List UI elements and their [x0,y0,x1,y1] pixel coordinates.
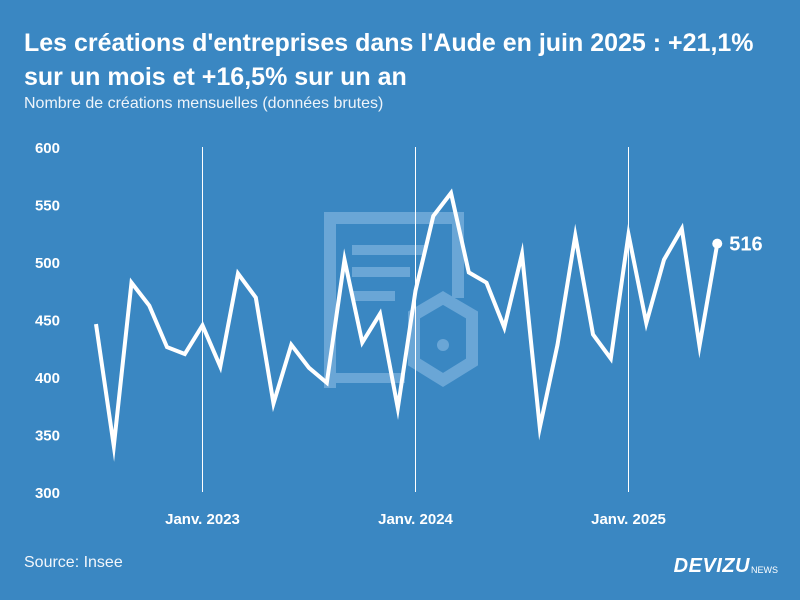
series-line [94,188,720,462]
x-tick-label: Janv. 2023 [165,511,240,528]
y-tick-label: 300 [35,485,60,502]
y-tick-label: 400 [35,370,60,387]
series-creations: 516 [94,188,763,462]
chart-title: Les créations d'entreprises dans l'Aude … [24,29,754,91]
last-value-label: 516 [729,234,762,256]
chart-subtitle: Nombre de créations mensuelles (données … [24,95,384,112]
gridlines [202,147,629,492]
last-point-marker [712,238,723,249]
y-tick-label: 350 [35,428,60,445]
brand-suffix: NEWS [751,565,778,575]
y-tick-label: 550 [35,198,60,215]
y-tick-label: 500 [35,255,60,272]
brand-logo: DEVIZU NEWS [674,556,778,576]
y-axis: 300 350 400 450 500 550 600 [35,140,60,502]
source-note: Source: Insee [24,554,123,571]
y-tick-label: 600 [35,140,60,157]
y-tick-label: 450 [35,313,60,330]
x-tick-label: Janv. 2025 [591,511,666,528]
x-axis: Janv. 2023 Janv. 2024 Janv. 2025 [165,511,666,528]
brand-name: DEVIZU [673,555,750,577]
x-tick-label: Janv. 2024 [378,511,453,528]
